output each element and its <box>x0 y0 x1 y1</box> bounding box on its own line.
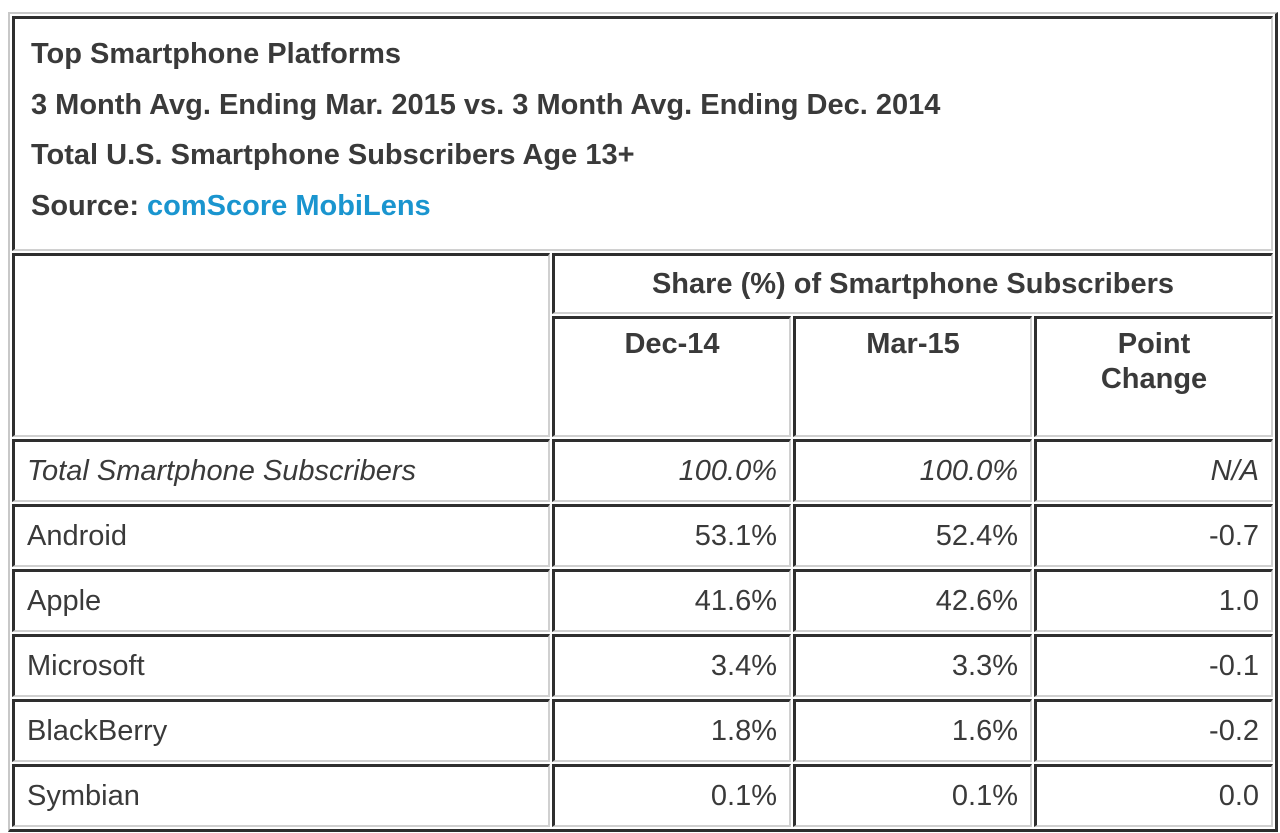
smartphone-platforms-table: Top Smartphone Platforms 3 Month Avg. En… <box>8 12 1279 832</box>
table-row: Symbian 0.1% 0.1% 0.0 <box>12 764 1274 827</box>
table-population: Total U.S. Smartphone Subscribers Age 13… <box>31 139 635 171</box>
row-label: Symbian <box>12 764 550 827</box>
cell-change: 1.0 <box>1034 569 1274 632</box>
title-row: Top Smartphone Platforms 3 Month Avg. En… <box>12 16 1274 251</box>
point-change-line1: Point <box>1117 328 1191 360</box>
cell-change: -0.7 <box>1034 504 1274 567</box>
cell-mar15: 52.4% <box>793 504 1032 567</box>
cell-change: -0.2 <box>1034 699 1274 762</box>
title-cell: Top Smartphone Platforms 3 Month Avg. En… <box>12 16 1274 251</box>
table-title: Top Smartphone Platforms <box>31 38 402 70</box>
row-label: Android <box>12 504 550 567</box>
point-change-line2: Change <box>1100 362 1208 395</box>
table-row: BlackBerry 1.8% 1.6% -0.2 <box>12 699 1274 762</box>
cell-mar15: 0.1% <box>793 764 1032 827</box>
source-line: Source: comScore MobiLens <box>31 181 1255 232</box>
cell-change: 0.0 <box>1034 764 1274 827</box>
row-label: BlackBerry <box>12 699 550 762</box>
column-header-point-change: Point Change <box>1034 316 1274 437</box>
column-header-mar15: Mar-15 <box>793 316 1032 437</box>
source-link[interactable]: comScore MobiLens <box>147 189 431 222</box>
row-label: Total Smartphone Subscribers <box>12 439 550 502</box>
cell-dec14: 3.4% <box>552 634 791 697</box>
empty-corner-cell <box>12 253 550 437</box>
table-row-total: Total Smartphone Subscribers 100.0% 100.… <box>12 439 1274 502</box>
cell-mar15: 1.6% <box>793 699 1032 762</box>
table-subtitle: 3 Month Avg. Ending Mar. 2015 vs. 3 Mont… <box>31 88 941 121</box>
row-label: Microsoft <box>12 634 550 697</box>
table-row: Android 53.1% 52.4% -0.7 <box>12 504 1274 567</box>
cell-dec14: 100.0% <box>552 439 791 502</box>
table-row: Microsoft 3.4% 3.3% -0.1 <box>12 634 1274 697</box>
source-label: Source: <box>31 189 139 222</box>
cell-mar15: 3.3% <box>793 634 1032 697</box>
table-row: Apple 41.6% 42.6% 1.0 <box>12 569 1274 632</box>
cell-dec14: 1.8% <box>552 699 791 762</box>
cell-mar15: 42.6% <box>793 569 1032 632</box>
cell-mar15: 100.0% <box>793 439 1032 502</box>
row-label: Apple <box>12 569 550 632</box>
cell-dec14: 0.1% <box>552 764 791 827</box>
column-header-dec14: Dec-14 <box>552 316 791 437</box>
header-row-group: Share (%) of Smartphone Subscribers <box>12 253 1274 437</box>
group-header: Share (%) of Smartphone Subscribers <box>552 253 1274 314</box>
cell-dec14: 53.1% <box>552 504 791 567</box>
cell-dec14: 41.6% <box>552 569 791 632</box>
cell-change: N/A <box>1034 439 1274 502</box>
cell-change: -0.1 <box>1034 634 1274 697</box>
header-row-columns: Dec-14 Mar-15 Point Change <box>12 316 1274 437</box>
